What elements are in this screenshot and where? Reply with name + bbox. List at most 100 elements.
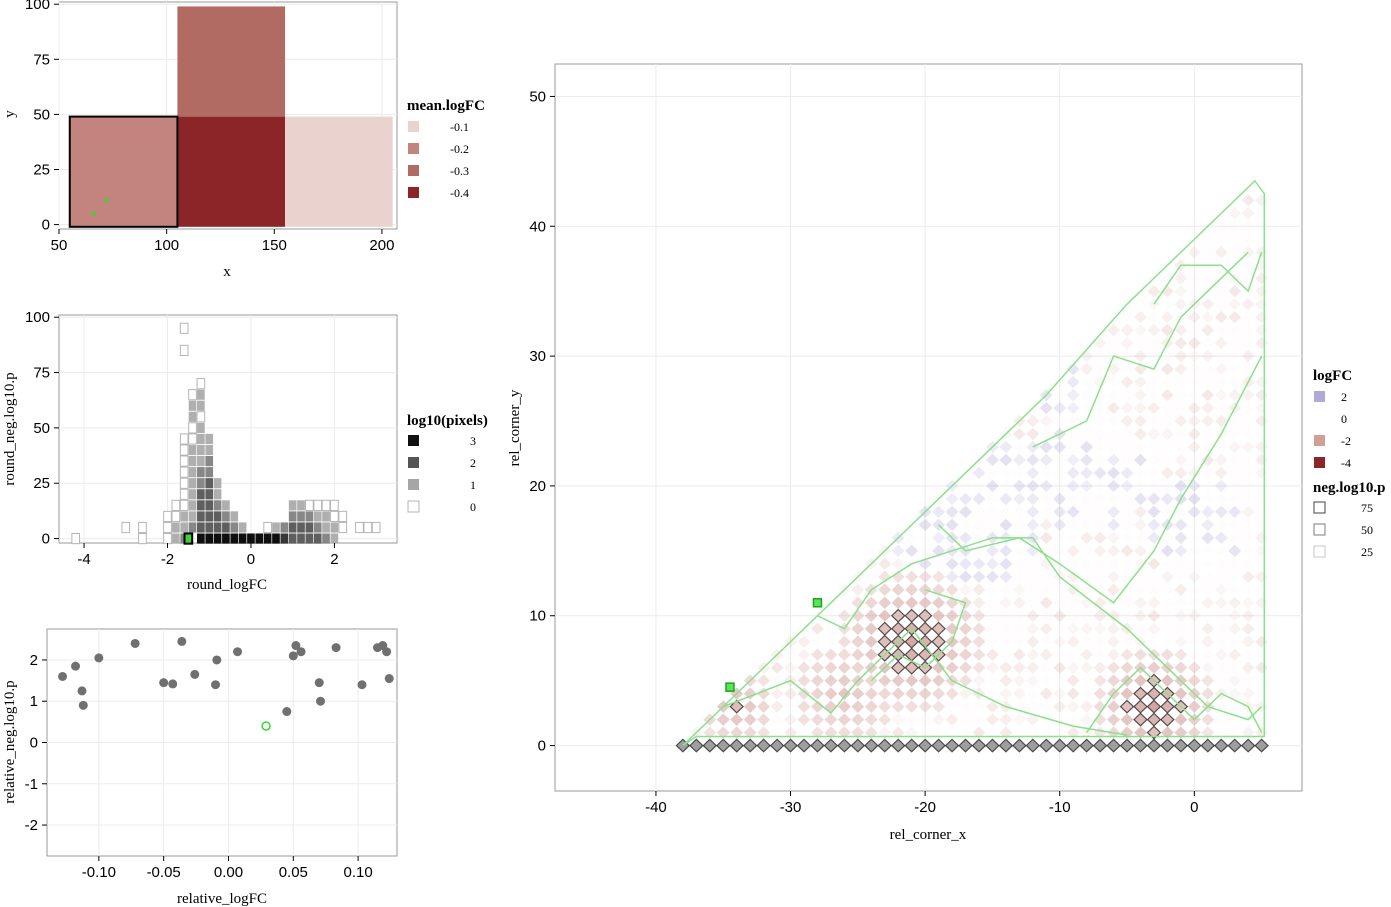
bin [313,511,322,522]
diamond [932,609,946,622]
bin [188,511,197,522]
diamond [985,544,999,558]
diamond [999,726,1013,739]
diamond [729,738,745,753]
bin [255,533,264,544]
diamond [1066,726,1080,739]
bin [188,389,197,401]
legend2-title: log10(pixels) [407,413,488,429]
bin [371,521,381,534]
diamond [1039,531,1053,545]
diamond [729,699,745,714]
diamond [1026,661,1040,674]
diamond [932,687,946,700]
diamond [1080,661,1094,674]
diamond [1080,349,1094,363]
bin [188,456,197,467]
diamond [891,583,905,597]
diamond [1241,609,1255,622]
x-tick-label: -0.05 [147,864,181,881]
diamond [1160,544,1174,558]
bin [213,511,222,522]
diamond [918,674,932,687]
contour-line [817,537,1263,721]
bin [71,532,81,545]
diamond [1134,362,1147,376]
diamond [1255,336,1269,350]
diamond [1228,297,1242,311]
diamond [769,738,785,753]
diamond [945,648,959,661]
bin [197,489,205,500]
diamond [1039,414,1053,428]
bin [180,511,189,522]
diamond [1120,544,1134,558]
diamond [1255,323,1269,337]
legend-key [1313,545,1326,558]
diamond [864,596,878,609]
diamond [1255,297,1269,311]
diamond [784,713,798,726]
diamond [958,738,973,753]
diamond [959,492,972,506]
diamond [743,713,757,726]
diamond [917,621,933,636]
diamond [1228,544,1242,558]
diamond [945,687,959,700]
diamond [1134,726,1147,739]
diamond [1201,687,1215,700]
diamond [1053,700,1067,713]
bin [197,522,205,533]
bin [230,511,239,522]
diamond [1255,414,1269,428]
diamond [1026,622,1040,635]
diamond [1080,479,1094,493]
diamond [864,713,878,726]
diamond [864,687,878,700]
panel2-axes: -4 -2 0 2 0 25 50 75 100 [25,309,339,568]
diamond [1201,310,1215,324]
diamond [1106,738,1121,753]
highlight-square [812,598,823,608]
diamond [1107,362,1121,376]
diamond [931,621,946,636]
diamond [1174,648,1188,661]
diamond [863,738,879,753]
diamond [1228,622,1242,635]
diamond [999,674,1013,687]
diamond [1241,297,1255,311]
diamond [959,661,972,674]
diamond [757,700,771,713]
diamond [1012,479,1026,493]
diamond [1026,427,1040,441]
diamond [932,700,946,713]
diamond [1255,440,1269,454]
bin [197,389,205,400]
panel1-ylabel: y [2,110,18,118]
diamond [742,738,758,753]
bin [288,533,297,544]
diamond [1134,557,1147,571]
bin [163,510,172,523]
diamond [864,609,878,622]
bin [179,444,189,456]
x-tick-label: 200 [369,237,394,254]
x-tick-label: 50 [51,237,68,254]
x-tick-label: 0.00 [214,864,243,881]
diamond [1093,375,1107,389]
diamond [1039,453,1053,467]
legend-key [1314,457,1325,468]
diamond [1174,713,1188,726]
bin [305,533,314,544]
x-tick-label: 0.10 [344,864,373,881]
diamond [1107,531,1121,545]
diamond [1146,699,1162,714]
diamond [1174,583,1188,597]
legend-label: -0.3 [450,164,469,178]
bin [188,522,197,533]
diamond [703,726,717,739]
diamond [1174,661,1188,674]
diamond [891,596,905,609]
diamond [1120,375,1134,389]
point [190,669,200,679]
